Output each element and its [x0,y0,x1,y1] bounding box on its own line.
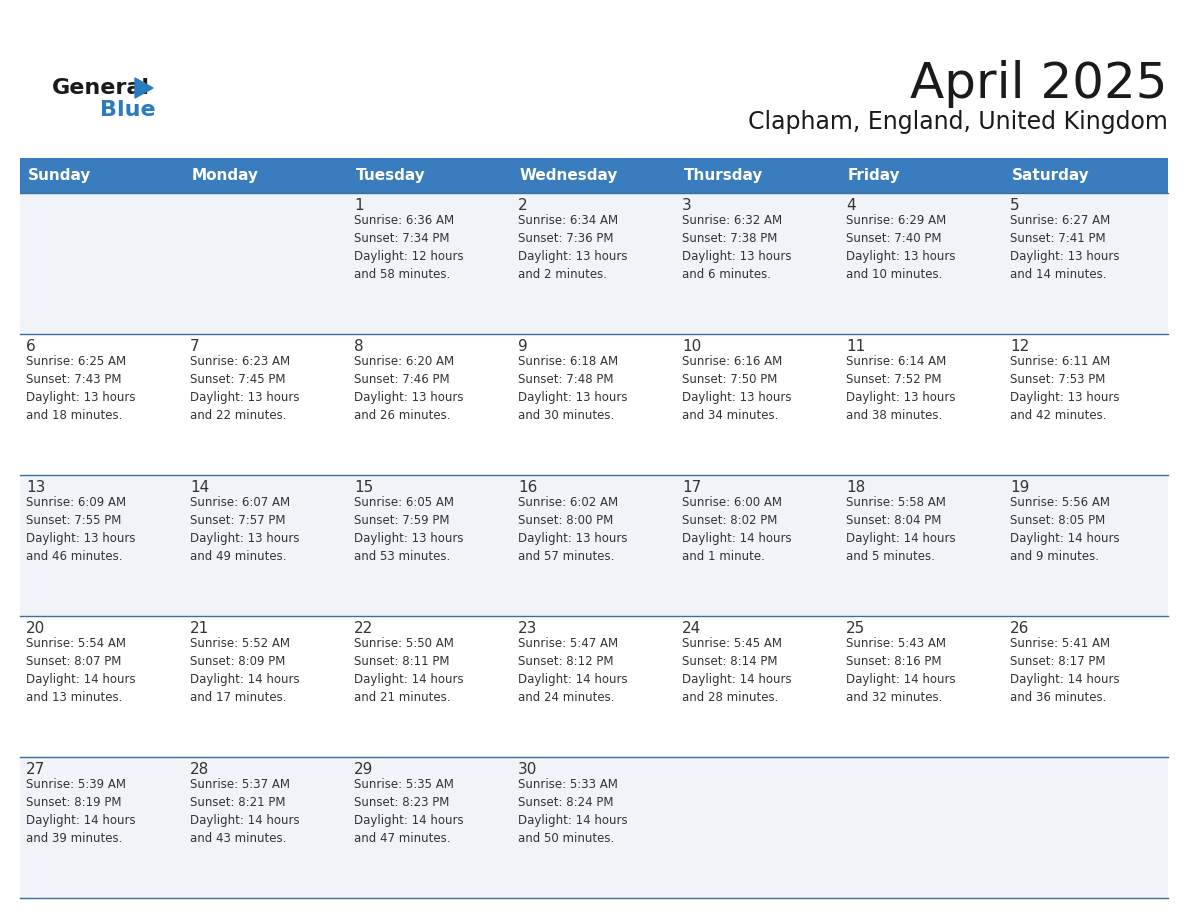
Text: Sunrise: 5:37 AM
Sunset: 8:21 PM
Daylight: 14 hours
and 43 minutes.: Sunrise: 5:37 AM Sunset: 8:21 PM Dayligh… [190,778,299,845]
Text: 9: 9 [518,339,527,354]
Text: Sunday: Sunday [29,168,91,183]
Text: Sunrise: 6:02 AM
Sunset: 8:00 PM
Daylight: 13 hours
and 57 minutes.: Sunrise: 6:02 AM Sunset: 8:00 PM Dayligh… [518,496,627,563]
Text: 13: 13 [26,480,45,495]
Text: Sunrise: 6:36 AM
Sunset: 7:34 PM
Daylight: 12 hours
and 58 minutes.: Sunrise: 6:36 AM Sunset: 7:34 PM Dayligh… [354,214,463,281]
Text: Sunrise: 5:39 AM
Sunset: 8:19 PM
Daylight: 14 hours
and 39 minutes.: Sunrise: 5:39 AM Sunset: 8:19 PM Dayligh… [26,778,135,845]
Text: Blue: Blue [100,100,156,120]
Text: 21: 21 [190,621,209,636]
Text: 23: 23 [518,621,537,636]
Text: 1: 1 [354,198,364,213]
Text: Sunrise: 6:09 AM
Sunset: 7:55 PM
Daylight: 13 hours
and 46 minutes.: Sunrise: 6:09 AM Sunset: 7:55 PM Dayligh… [26,496,135,563]
Text: 28: 28 [190,762,209,777]
Text: Sunrise: 6:00 AM
Sunset: 8:02 PM
Daylight: 14 hours
and 1 minute.: Sunrise: 6:00 AM Sunset: 8:02 PM Dayligh… [682,496,791,563]
Text: 3: 3 [682,198,691,213]
Text: 5: 5 [1010,198,1019,213]
Text: Friday: Friday [848,168,901,183]
Text: Sunrise: 6:25 AM
Sunset: 7:43 PM
Daylight: 13 hours
and 18 minutes.: Sunrise: 6:25 AM Sunset: 7:43 PM Dayligh… [26,355,135,422]
Text: Sunrise: 5:56 AM
Sunset: 8:05 PM
Daylight: 14 hours
and 9 minutes.: Sunrise: 5:56 AM Sunset: 8:05 PM Dayligh… [1010,496,1119,563]
Polygon shape [135,78,153,98]
Text: Sunrise: 6:07 AM
Sunset: 7:57 PM
Daylight: 13 hours
and 49 minutes.: Sunrise: 6:07 AM Sunset: 7:57 PM Dayligh… [190,496,299,563]
Bar [20,475,1168,616]
Text: 17: 17 [682,480,701,495]
Text: 2: 2 [518,198,527,213]
Bar [20,757,1168,898]
Text: 22: 22 [354,621,373,636]
Text: 18: 18 [846,480,865,495]
Text: Sunrise: 6:20 AM
Sunset: 7:46 PM
Daylight: 13 hours
and 26 minutes.: Sunrise: 6:20 AM Sunset: 7:46 PM Dayligh… [354,355,463,422]
Bar [20,616,1168,757]
Text: Tuesday: Tuesday [356,168,425,183]
Text: Sunrise: 6:27 AM
Sunset: 7:41 PM
Daylight: 13 hours
and 14 minutes.: Sunrise: 6:27 AM Sunset: 7:41 PM Dayligh… [1010,214,1119,281]
Text: April 2025: April 2025 [910,60,1168,108]
Text: 27: 27 [26,762,45,777]
Text: 7: 7 [190,339,200,354]
Text: Sunrise: 5:54 AM
Sunset: 8:07 PM
Daylight: 14 hours
and 13 minutes.: Sunrise: 5:54 AM Sunset: 8:07 PM Dayligh… [26,637,135,704]
Text: Sunrise: 5:35 AM
Sunset: 8:23 PM
Daylight: 14 hours
and 47 minutes.: Sunrise: 5:35 AM Sunset: 8:23 PM Dayligh… [354,778,463,845]
Text: 26: 26 [1010,621,1029,636]
Text: 16: 16 [518,480,537,495]
Text: 12: 12 [1010,339,1029,354]
Text: General: General [52,78,150,98]
Text: 10: 10 [682,339,701,354]
Text: 25: 25 [846,621,865,636]
Text: Sunrise: 5:52 AM
Sunset: 8:09 PM
Daylight: 14 hours
and 17 minutes.: Sunrise: 5:52 AM Sunset: 8:09 PM Dayligh… [190,637,299,704]
Text: Sunrise: 6:16 AM
Sunset: 7:50 PM
Daylight: 13 hours
and 34 minutes.: Sunrise: 6:16 AM Sunset: 7:50 PM Dayligh… [682,355,791,422]
Text: 30: 30 [518,762,537,777]
Text: 14: 14 [190,480,209,495]
Text: 6: 6 [26,339,36,354]
Text: 24: 24 [682,621,701,636]
Text: 4: 4 [846,198,855,213]
Bar [20,158,1168,193]
Text: Sunrise: 6:11 AM
Sunset: 7:53 PM
Daylight: 13 hours
and 42 minutes.: Sunrise: 6:11 AM Sunset: 7:53 PM Dayligh… [1010,355,1119,422]
Text: 8: 8 [354,339,364,354]
Text: Sunrise: 6:32 AM
Sunset: 7:38 PM
Daylight: 13 hours
and 6 minutes.: Sunrise: 6:32 AM Sunset: 7:38 PM Dayligh… [682,214,791,281]
Text: 15: 15 [354,480,373,495]
Text: Saturday: Saturday [1012,168,1089,183]
Text: Sunrise: 5:47 AM
Sunset: 8:12 PM
Daylight: 14 hours
and 24 minutes.: Sunrise: 5:47 AM Sunset: 8:12 PM Dayligh… [518,637,627,704]
Text: Thursday: Thursday [684,168,764,183]
Text: 29: 29 [354,762,373,777]
Text: Monday: Monday [192,168,259,183]
Bar [20,193,1168,334]
Text: 11: 11 [846,339,865,354]
Text: Sunrise: 5:45 AM
Sunset: 8:14 PM
Daylight: 14 hours
and 28 minutes.: Sunrise: 5:45 AM Sunset: 8:14 PM Dayligh… [682,637,791,704]
Text: Sunrise: 6:14 AM
Sunset: 7:52 PM
Daylight: 13 hours
and 38 minutes.: Sunrise: 6:14 AM Sunset: 7:52 PM Dayligh… [846,355,955,422]
Text: Sunrise: 6:34 AM
Sunset: 7:36 PM
Daylight: 13 hours
and 2 minutes.: Sunrise: 6:34 AM Sunset: 7:36 PM Dayligh… [518,214,627,281]
Text: Sunrise: 5:50 AM
Sunset: 8:11 PM
Daylight: 14 hours
and 21 minutes.: Sunrise: 5:50 AM Sunset: 8:11 PM Dayligh… [354,637,463,704]
Text: Sunrise: 6:29 AM
Sunset: 7:40 PM
Daylight: 13 hours
and 10 minutes.: Sunrise: 6:29 AM Sunset: 7:40 PM Dayligh… [846,214,955,281]
Bar [20,334,1168,475]
Text: Sunrise: 6:05 AM
Sunset: 7:59 PM
Daylight: 13 hours
and 53 minutes.: Sunrise: 6:05 AM Sunset: 7:59 PM Dayligh… [354,496,463,563]
Text: Clapham, England, United Kingdom: Clapham, England, United Kingdom [748,110,1168,134]
Text: Sunrise: 6:23 AM
Sunset: 7:45 PM
Daylight: 13 hours
and 22 minutes.: Sunrise: 6:23 AM Sunset: 7:45 PM Dayligh… [190,355,299,422]
Text: Sunrise: 6:18 AM
Sunset: 7:48 PM
Daylight: 13 hours
and 30 minutes.: Sunrise: 6:18 AM Sunset: 7:48 PM Dayligh… [518,355,627,422]
Text: 20: 20 [26,621,45,636]
Text: Sunrise: 5:41 AM
Sunset: 8:17 PM
Daylight: 14 hours
and 36 minutes.: Sunrise: 5:41 AM Sunset: 8:17 PM Dayligh… [1010,637,1119,704]
Text: Sunrise: 5:58 AM
Sunset: 8:04 PM
Daylight: 14 hours
and 5 minutes.: Sunrise: 5:58 AM Sunset: 8:04 PM Dayligh… [846,496,955,563]
Text: Wednesday: Wednesday [520,168,619,183]
Text: Sunrise: 5:33 AM
Sunset: 8:24 PM
Daylight: 14 hours
and 50 minutes.: Sunrise: 5:33 AM Sunset: 8:24 PM Dayligh… [518,778,627,845]
Text: 19: 19 [1010,480,1029,495]
Text: Sunrise: 5:43 AM
Sunset: 8:16 PM
Daylight: 14 hours
and 32 minutes.: Sunrise: 5:43 AM Sunset: 8:16 PM Dayligh… [846,637,955,704]
